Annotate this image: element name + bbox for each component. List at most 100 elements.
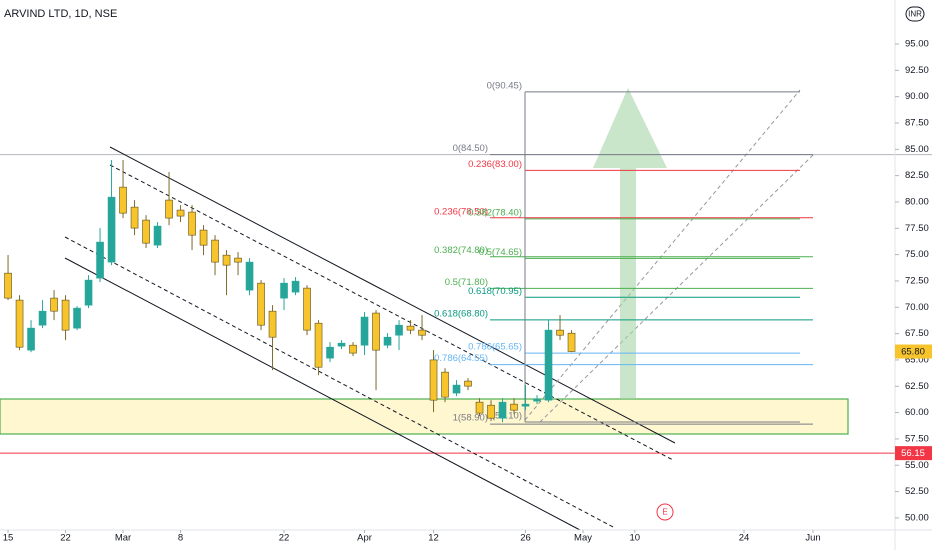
fib-label: 1(58.90) <box>453 413 488 424</box>
y-tick-label: 82.50 <box>905 170 929 181</box>
candle-body <box>234 257 242 263</box>
y-tick-label: 65.00 <box>905 354 929 365</box>
x-tick-label: Jun <box>805 533 820 544</box>
price-tag <box>895 446 932 461</box>
candle-body <box>372 312 380 351</box>
candle-body <box>475 401 484 414</box>
candle-body <box>211 239 219 263</box>
chart-title: ARVIND LTD, 1D, NSE <box>4 8 117 20</box>
candle-body <box>326 346 334 359</box>
candle-body <box>291 280 300 293</box>
candle-body <box>452 384 461 394</box>
candle-body <box>303 287 311 331</box>
y-tick-label: 50.00 <box>905 512 929 523</box>
candle-body <box>165 199 173 219</box>
price-tag <box>895 344 932 359</box>
y-tick-label: 57.50 <box>905 433 929 444</box>
candle-body <box>268 310 277 338</box>
candle-body <box>222 254 231 266</box>
x-tick-label: May <box>574 533 592 544</box>
candle-body <box>429 359 438 401</box>
channel-upper <box>109 146 676 444</box>
x-tick-label: 10 <box>629 533 640 544</box>
fib-label: 0(84.50) <box>453 143 488 154</box>
event-marker: E <box>662 508 667 517</box>
x-tick-label: Apr <box>357 533 372 544</box>
up-arrow <box>593 88 667 398</box>
candle-body <box>27 327 35 351</box>
fib-label: 0.236(78.50) <box>434 206 488 217</box>
fib-label: 0.618(68.80) <box>434 308 488 319</box>
y-tick-label: 52.50 <box>905 486 929 497</box>
candle-body <box>464 380 472 387</box>
candle-body <box>153 225 162 246</box>
candle-body <box>487 404 495 419</box>
y-tick-label: 60.00 <box>905 407 929 418</box>
y-tick-label: 90.00 <box>905 91 929 102</box>
candle-body <box>257 282 265 326</box>
candle-body <box>84 279 93 306</box>
candle-body <box>406 325 415 331</box>
candle-body <box>142 219 150 244</box>
y-tick-label: 80.00 <box>905 196 929 207</box>
candle-body <box>73 307 81 329</box>
y-tick-label: 77.50 <box>905 223 929 234</box>
x-tick-label: 22 <box>60 533 71 544</box>
event-marker-circle[interactable] <box>656 503 674 521</box>
candle-body <box>176 209 185 217</box>
support-zone <box>0 398 849 435</box>
candle-body <box>50 297 58 312</box>
candle-body <box>556 329 564 336</box>
fib-label: 0.382(78.40) <box>468 207 522 218</box>
candle-body <box>498 401 507 419</box>
candle-body <box>544 329 553 401</box>
x-tick-label: 24 <box>739 533 750 544</box>
x-tick-label: 26 <box>520 533 531 544</box>
candle-body <box>395 324 403 336</box>
x-tick-label: 8 <box>178 533 183 544</box>
currency-badge[interactable] <box>905 6 925 22</box>
currency: INR <box>908 10 922 19</box>
x-tick-label: 15 <box>3 533 14 544</box>
y-tick-label: 55.00 <box>905 460 929 471</box>
candle-body <box>314 322 323 368</box>
trend-lines <box>524 89 814 423</box>
fib-label: 0(90.45) <box>487 80 522 91</box>
candle-body <box>337 342 346 347</box>
candle-body <box>199 229 208 246</box>
channel-lower <box>64 257 581 531</box>
y-tick-label: 75.00 <box>905 249 929 260</box>
y-tick-label: 70.00 <box>905 302 929 313</box>
y-tick-label: 95.00 <box>905 39 929 50</box>
fib-label: 0.5(74.65) <box>479 247 522 258</box>
candle-body <box>96 241 104 279</box>
channel <box>64 146 676 531</box>
candle-body <box>418 329 426 336</box>
y-tick-label: 87.50 <box>905 118 929 129</box>
channel-mid-upper <box>109 164 674 461</box>
candle-body <box>383 336 392 346</box>
x-tick-label: 12 <box>428 533 439 544</box>
candle-body <box>15 299 24 348</box>
candle-body <box>4 272 12 299</box>
candle-body <box>510 403 518 411</box>
fib-label: 0.382(74.80) <box>434 245 488 256</box>
x-tick-label: Mar <box>115 533 131 544</box>
fib-label: 0.5(71.80) <box>445 277 488 288</box>
candle-body <box>107 196 116 263</box>
y-tick-label: 92.50 <box>905 65 929 76</box>
candle-body <box>521 403 530 407</box>
y-tick-label: 85.00 <box>905 144 929 155</box>
candle-body <box>119 186 127 214</box>
y-tick-label: 67.50 <box>905 328 929 339</box>
fib-label: 0.618(70.95) <box>468 286 522 297</box>
price-tag-label: 65.80 <box>901 347 925 358</box>
candle-body <box>360 316 369 346</box>
candle-body <box>441 371 449 398</box>
candle-body <box>245 261 254 291</box>
candle-body <box>38 310 47 326</box>
candle-body <box>567 332 576 352</box>
y-tick-label: 72.50 <box>905 275 929 286</box>
fib-label: 0.236(83.00) <box>468 159 522 170</box>
